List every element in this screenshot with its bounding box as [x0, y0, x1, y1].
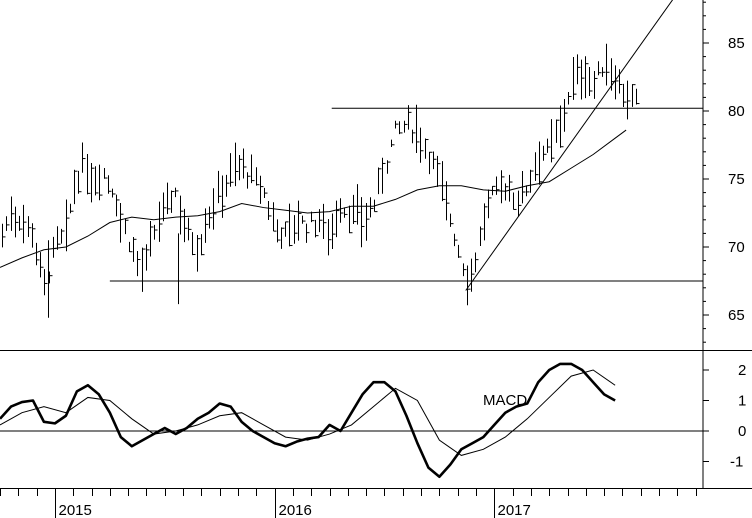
price-tick-label: 70	[728, 239, 745, 256]
price-tick-label: 75	[728, 171, 745, 188]
macd-panel: 2 1 0 -1 MACD	[0, 362, 746, 479]
macd-tick-label: -1	[730, 454, 743, 471]
price-tick-label: 80	[728, 103, 745, 120]
x-axis: 2015 2016 2017	[0, 488, 752, 518]
x-year-label: 2016	[279, 502, 312, 518]
price-tick-label: 85	[728, 35, 745, 52]
macd-label: MACD	[483, 392, 527, 409]
macd-signal-line	[0, 369, 616, 456]
macd-tick-label: 0	[738, 423, 746, 440]
macd-line	[0, 362, 616, 479]
x-year-label: 2017	[498, 502, 531, 518]
price-panel: 65 70 75 80 85	[0, 0, 752, 488]
moving-average-line	[0, 129, 627, 268]
macd-tick-label: 1	[738, 393, 746, 410]
trend-line	[465, 0, 674, 291]
x-year-label: 2015	[59, 502, 92, 518]
macd-tick-label: 2	[738, 362, 746, 379]
price-tick-label: 65	[728, 307, 745, 324]
